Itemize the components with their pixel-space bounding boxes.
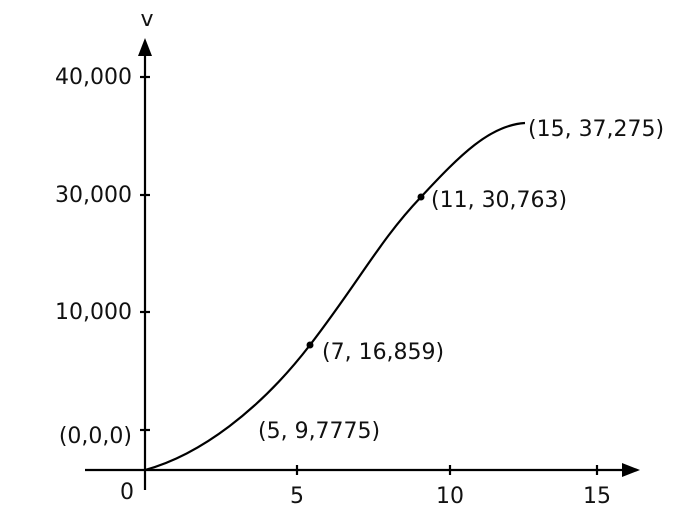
point bbox=[306, 341, 314, 349]
curve bbox=[144, 121, 526, 472]
x-tick-label: 10 bbox=[436, 484, 464, 509]
x-arrow bbox=[622, 463, 640, 477]
annotation: (11, 30,763) bbox=[431, 188, 567, 213]
y-tick-label: 30,000 bbox=[55, 183, 132, 208]
origin-label: 0 bbox=[120, 480, 134, 505]
annotation: (5, 9,7775) bbox=[258, 419, 380, 444]
y-arrow bbox=[138, 38, 152, 56]
y-tick-label: 40,000 bbox=[55, 65, 132, 90]
y-label: v bbox=[140, 7, 153, 32]
point bbox=[417, 193, 425, 201]
annotation: (7, 16,859) bbox=[322, 340, 444, 365]
y-tick-label: (0,0,0) bbox=[59, 424, 132, 449]
annotation: (15, 37,275) bbox=[528, 117, 664, 142]
x-tick-label: 5 bbox=[290, 484, 304, 509]
x-tick-label: 15 bbox=[583, 484, 611, 509]
y-tick-label: 10,000 bbox=[55, 300, 132, 325]
